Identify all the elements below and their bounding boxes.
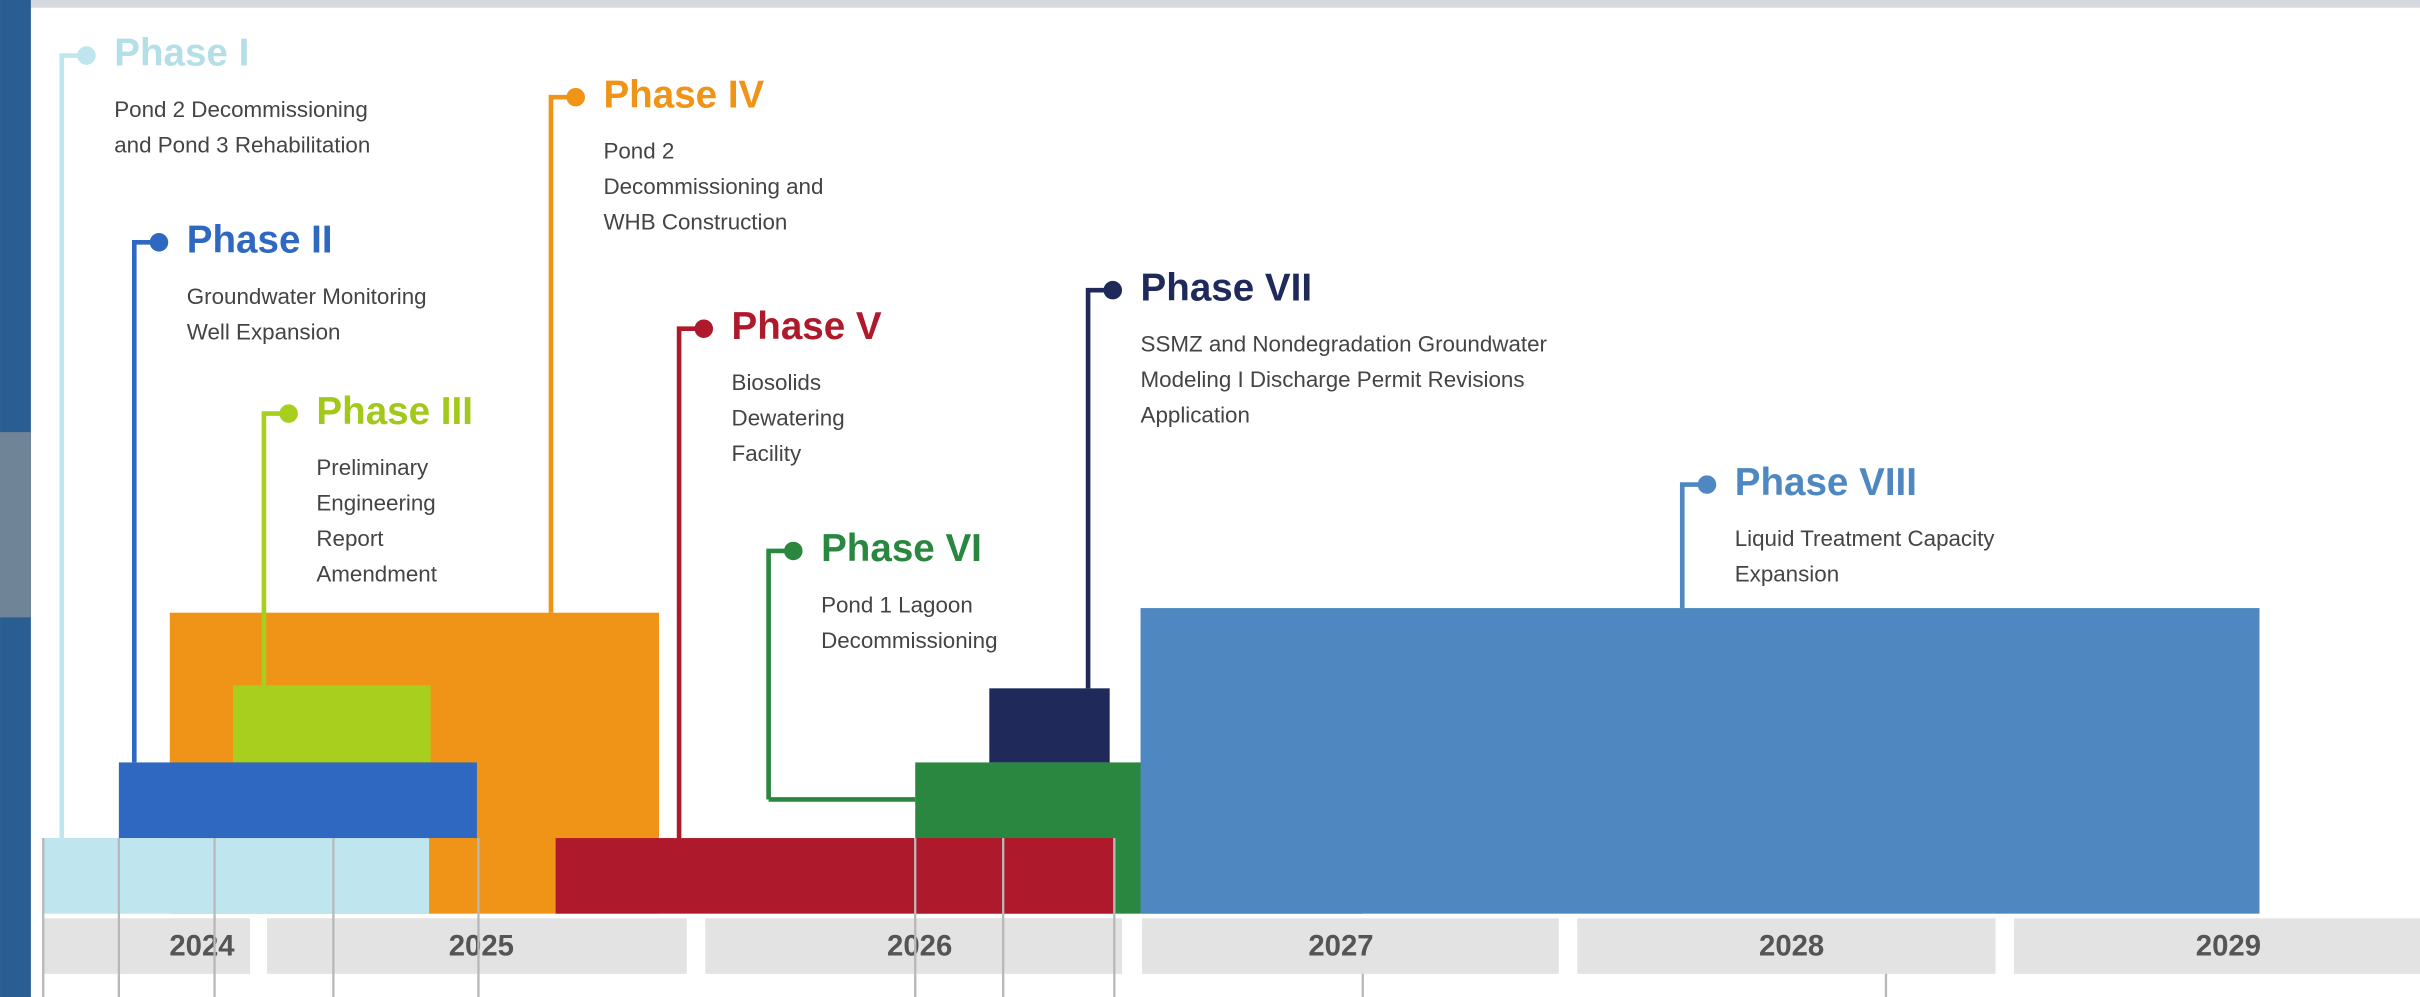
phase-description: Application (1141, 403, 1250, 428)
phase-description: Expansion (1735, 562, 1839, 587)
leader-dot (695, 319, 714, 338)
leader-dot (279, 404, 298, 423)
phase-description: Decommissioning and (603, 174, 823, 199)
phase-bar (1141, 608, 2260, 914)
leader-dot (150, 233, 169, 252)
phase-description: Preliminary (316, 455, 429, 480)
leader-line (134, 242, 156, 762)
leader-dot (566, 88, 585, 107)
phase-description: Modeling I Discharge Permit Revisions (1141, 367, 1525, 392)
phase-description: Groundwater Monitoring (187, 284, 427, 309)
phase-bar (119, 762, 477, 838)
leader-dot (1104, 281, 1123, 300)
phase-description: Report (316, 526, 384, 551)
phase-description: SSMZ and Nondegradation Groundwater (1141, 332, 1548, 357)
phase-bar (556, 838, 1115, 914)
leader-line (551, 97, 573, 612)
phase-title: Phase VIII (1735, 461, 1917, 504)
phase-title: Phase I (114, 32, 249, 75)
phase-title: Phase IV (603, 73, 764, 116)
phase-description: Biosolids (732, 370, 821, 395)
leader-line (769, 551, 791, 799)
phase-description: Pond 2 (603, 139, 674, 164)
phase-description: Decommissioning (821, 628, 997, 653)
phase-description: and Pond 3 Rehabilitation (114, 133, 370, 158)
phase-description: Liquid Treatment Capacity (1735, 526, 1996, 551)
leader-dot (77, 46, 96, 65)
phase-title: Phase II (187, 218, 333, 261)
leader-line (1682, 485, 1704, 608)
year-label: 2028 (1759, 929, 1824, 962)
phase-bar (989, 688, 1109, 762)
top-strip (0, 0, 2420, 8)
phase-description: Dewatering (732, 406, 845, 431)
phase-description: Pond 1 Lagoon (821, 592, 973, 617)
phase-description: Pond 2 Decommissioning (114, 97, 368, 122)
phase-description: WHB Construction (603, 210, 787, 235)
leader-dot (1698, 475, 1717, 494)
phase-description: Facility (732, 441, 802, 466)
page: 2024 2025 2026 2027 2028 2029 Phase I Pond 2 De… (0, 0, 2420, 997)
leader-line (1088, 290, 1110, 688)
phase-description: Amendment (316, 562, 437, 587)
timeline: 2024 2025 2026 2027 2028 2029 Phase I Pond 2 De… (0, 0, 2420, 997)
year-label: 2024 (169, 929, 235, 962)
phase-title: Phase VI (821, 527, 982, 570)
year-label: 2026 (887, 929, 952, 962)
phase-description: Engineering (316, 491, 435, 516)
phase-title: Phase VII (1141, 266, 1313, 309)
leader-dot (784, 542, 803, 561)
year-label: 2025 (449, 929, 514, 962)
year-label: 2027 (1308, 929, 1373, 962)
phase-title: Phase V (732, 305, 882, 348)
phase-bar (43, 838, 429, 914)
leader-line (679, 329, 701, 838)
phase-description: Well Expansion (187, 319, 341, 344)
leader-line (62, 56, 84, 838)
side-photo-detail (0, 432, 31, 617)
phase-bar (233, 685, 431, 762)
phase-title: Phase III (316, 390, 473, 433)
year-label: 2029 (2196, 929, 2261, 962)
